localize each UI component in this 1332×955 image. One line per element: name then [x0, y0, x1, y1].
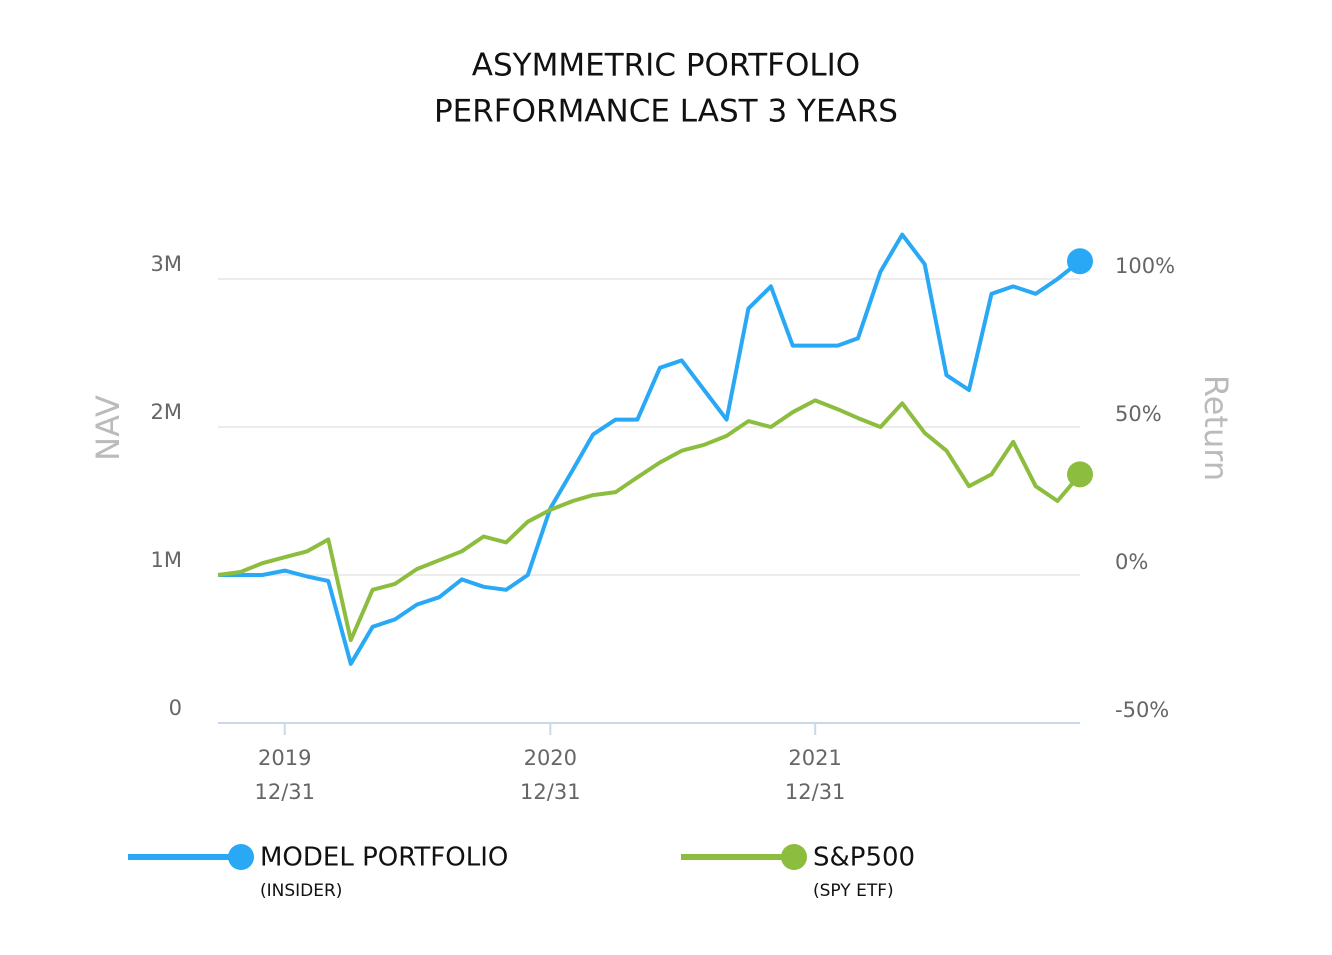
- legend-label: MODEL PORTFOLIO: [260, 843, 508, 873]
- x-tick-label: 2020: [524, 746, 577, 770]
- y2-axis-title: Return: [1197, 375, 1235, 481]
- series-line: [217, 398, 1082, 643]
- legend-sublabel: (INSIDER): [260, 881, 342, 901]
- x-tick-label: 12/31: [254, 780, 315, 804]
- y2-tick-label: -50%: [1115, 698, 1169, 722]
- y-tick-label: 3M: [151, 252, 182, 276]
- y-tick-label: 0: [169, 696, 182, 720]
- legend-marker: [228, 844, 254, 870]
- y-tick-label: 2M: [151, 400, 182, 424]
- y2-tick-label: 50%: [1115, 402, 1162, 426]
- x-tick-label: 2021: [788, 746, 841, 770]
- x-tick-label: 12/31: [785, 780, 846, 804]
- end-point: [1067, 248, 1093, 275]
- legend-marker: [781, 844, 807, 870]
- legend-label: S&P500: [813, 843, 915, 873]
- y-axis-title: NAV: [89, 395, 127, 461]
- x-tick-label: 12/31: [520, 780, 581, 804]
- chart-title: ASYMMETRIC PORTFOLIO: [472, 48, 860, 84]
- chart-title: PERFORMANCE LAST 3 YEARS: [434, 94, 898, 130]
- y2-tick-label: 100%: [1115, 254, 1175, 278]
- y2-tick-label: 0%: [1115, 550, 1148, 574]
- legend-sublabel: (SPY ETF): [813, 881, 894, 901]
- end-point: [1067, 461, 1093, 488]
- series-line: [218, 232, 1082, 666]
- x-tick-label: 2019: [258, 746, 311, 770]
- y-tick-label: 1M: [151, 548, 182, 572]
